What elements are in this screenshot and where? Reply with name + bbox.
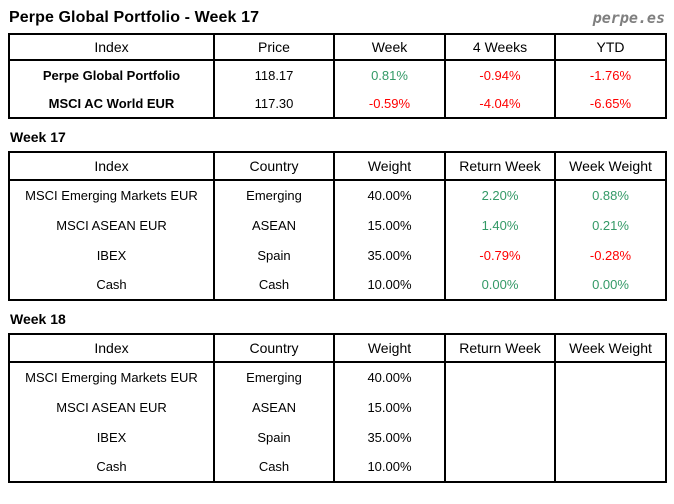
week18-table: Index Country Weight Return Week Week We… — [8, 333, 667, 483]
cell-index: MSCI Emerging Markets EUR — [8, 362, 215, 392]
table-row: IBEX Spain 35.00% -0.79% -0.28% — [8, 240, 667, 270]
cell-return-week — [444, 392, 556, 422]
report-header: Perpe Global Portfolio - Week 17 perpe.e… — [9, 6, 665, 30]
table-row: MSCI AC World EUR 117.30 -0.59% -4.04% -… — [8, 89, 667, 118]
summary-table: Index Price Week 4 Weeks YTD Perpe Globa… — [8, 33, 667, 119]
header-cell-week-weight: Week Weight — [554, 334, 667, 363]
cell-4weeks: -0.94% — [444, 60, 556, 89]
cell-index: MSCI AC World EUR — [8, 89, 215, 118]
cell-4weeks: -4.04% — [444, 89, 556, 118]
cell-weight: 10.00% — [333, 270, 446, 300]
cell-index: IBEX — [8, 422, 215, 452]
cell-country: Emerging — [213, 362, 335, 392]
table-row: Perpe Global Portfolio 118.17 0.81% -0.9… — [8, 60, 667, 89]
cell-country: Spain — [213, 240, 335, 270]
cell-ytd: -6.65% — [554, 89, 667, 118]
table-row: Cash Cash 10.00% 0.00% 0.00% — [8, 270, 667, 300]
cell-return-week — [444, 362, 556, 392]
cell-return-week — [444, 452, 556, 482]
header-cell-ytd: YTD — [554, 34, 667, 61]
header-cell-return-week: Return Week — [444, 334, 556, 363]
cell-week-weight: 0.00% — [554, 270, 667, 300]
week18-heading: Week 18 — [10, 311, 66, 327]
cell-week-weight — [554, 452, 667, 482]
cell-index: MSCI ASEAN EUR — [8, 210, 215, 240]
brand-logo: perpe.es — [592, 9, 665, 27]
table-row: MSCI Emerging Markets EUR Emerging 40.00… — [8, 362, 667, 392]
summary-header-row: Index Price Week 4 Weeks YTD — [8, 34, 667, 61]
cell-week-weight — [554, 362, 667, 392]
header-cell-week-weight: Week Weight — [554, 152, 667, 181]
cell-weight: 15.00% — [333, 210, 446, 240]
report-page: Perpe Global Portfolio - Week 17 perpe.e… — [8, 6, 667, 483]
cell-week-weight — [554, 422, 667, 452]
table-row: MSCI ASEAN EUR ASEAN 15.00% 1.40% 0.21% — [8, 210, 667, 240]
header-cell-index: Index — [8, 152, 215, 181]
header-cell-index: Index — [8, 34, 215, 61]
table-row: IBEX Spain 35.00% — [8, 422, 667, 452]
cell-country: Cash — [213, 270, 335, 300]
table-row: MSCI ASEAN EUR ASEAN 15.00% — [8, 392, 667, 422]
cell-country: Emerging — [213, 180, 335, 210]
cell-index: Cash — [8, 270, 215, 300]
cell-week-weight: 0.21% — [554, 210, 667, 240]
cell-index: Cash — [8, 452, 215, 482]
header-cell-return-week: Return Week — [444, 152, 556, 181]
header-cell-country: Country — [213, 334, 335, 363]
cell-return-week: 2.20% — [444, 180, 556, 210]
cell-country: ASEAN — [213, 392, 335, 422]
cell-week-weight — [554, 392, 667, 422]
cell-weight: 40.00% — [333, 362, 446, 392]
page-title: Perpe Global Portfolio - Week 17 — [9, 9, 260, 26]
cell-index: MSCI ASEAN EUR — [8, 392, 215, 422]
week18-header-row: Index Country Weight Return Week Week We… — [8, 334, 667, 363]
week17-table: Index Country Weight Return Week Week We… — [8, 151, 667, 301]
header-cell-index: Index — [8, 334, 215, 363]
cell-return-week: -0.79% — [444, 240, 556, 270]
header-cell-country: Country — [213, 152, 335, 181]
header-cell-weight: Weight — [333, 334, 446, 363]
cell-week: -0.59% — [333, 89, 446, 118]
header-cell-price: Price — [213, 34, 335, 61]
week17-heading: Week 17 — [10, 129, 66, 145]
cell-ytd: -1.76% — [554, 60, 667, 89]
cell-index: IBEX — [8, 240, 215, 270]
cell-return-week — [444, 422, 556, 452]
cell-country: Cash — [213, 452, 335, 482]
cell-price: 118.17 — [213, 60, 335, 89]
week17-header-row: Index Country Weight Return Week Week We… — [8, 152, 667, 181]
cell-week-weight: -0.28% — [554, 240, 667, 270]
cell-index: MSCI Emerging Markets EUR — [8, 180, 215, 210]
cell-country: ASEAN — [213, 210, 335, 240]
header-cell-weight: Weight — [333, 152, 446, 181]
table-row: Cash Cash 10.00% — [8, 452, 667, 482]
cell-price: 117.30 — [213, 89, 335, 118]
cell-weight: 35.00% — [333, 240, 446, 270]
header-cell-week: Week — [333, 34, 446, 61]
cell-index: Perpe Global Portfolio — [8, 60, 215, 89]
header-cell-4weeks: 4 Weeks — [444, 34, 556, 61]
table-row: MSCI Emerging Markets EUR Emerging 40.00… — [8, 180, 667, 210]
cell-return-week: 1.40% — [444, 210, 556, 240]
cell-return-week: 0.00% — [444, 270, 556, 300]
cell-weight: 35.00% — [333, 422, 446, 452]
cell-week-weight: 0.88% — [554, 180, 667, 210]
cell-weight: 40.00% — [333, 180, 446, 210]
cell-weight: 10.00% — [333, 452, 446, 482]
cell-week: 0.81% — [333, 60, 446, 89]
cell-country: Spain — [213, 422, 335, 452]
cell-weight: 15.00% — [333, 392, 446, 422]
